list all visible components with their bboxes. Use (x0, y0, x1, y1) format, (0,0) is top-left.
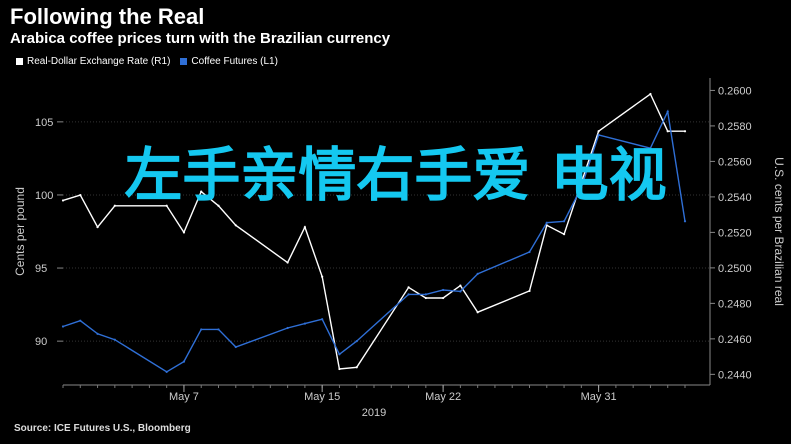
data-point-coffee-futures (355, 340, 358, 343)
x-tick-label-3: May 31 (581, 391, 617, 403)
data-point-exchange-rate (182, 231, 186, 234)
right-tick-label-3: 0.2500 (718, 263, 752, 275)
series-line-exchange-rate (62, 92, 685, 370)
data-point-coffee-futures (649, 147, 652, 150)
legend: Real-Dollar Exchange Rate (R1) Coffee Fu… (16, 56, 278, 67)
data-point-coffee-futures (683, 220, 687, 223)
right-tick-label-4: 0.2520 (718, 227, 752, 239)
data-point-coffee-futures (580, 186, 583, 189)
data-point-exchange-rate (321, 275, 324, 278)
data-point-exchange-rate (580, 181, 583, 184)
data-point-exchange-rate (666, 130, 669, 133)
data-point-coffee-futures (666, 110, 669, 113)
data-point-coffee-futures (338, 353, 341, 356)
data-point-coffee-futures (234, 345, 237, 349)
data-point-exchange-rate (442, 296, 445, 300)
legend-item-coffee-futures: Coffee Futures (L1) (180, 56, 278, 67)
data-point-coffee-futures (321, 318, 324, 321)
data-point-coffee-futures (597, 133, 600, 137)
data-point-coffee-futures (182, 360, 186, 363)
data-point-exchange-rate (683, 130, 687, 133)
source-note: Source: ICE Futures U.S., Bloomberg (14, 423, 191, 434)
x-year-label: 2019 (362, 407, 386, 419)
data-point-exchange-rate (79, 194, 82, 197)
data-point-exchange-rate (528, 289, 531, 293)
data-point-exchange-rate (562, 233, 566, 236)
data-point-exchange-rate (165, 204, 168, 207)
x-tick-label-2: May 22 (425, 391, 461, 403)
left-tick-label-0: 90 (35, 336, 47, 348)
data-point-coffee-futures (442, 288, 445, 292)
data-point-exchange-rate (303, 225, 306, 229)
data-point-coffee-futures (61, 325, 65, 328)
data-point-exchange-rate (217, 204, 220, 207)
x-tick-label-1: May 15 (304, 391, 340, 403)
right-tick-label-1: 0.2460 (718, 334, 752, 346)
data-point-coffee-futures (217, 328, 220, 331)
right-tick-label-2: 0.2480 (718, 298, 752, 310)
data-point-coffee-futures (303, 322, 306, 325)
chart-subtitle: Arabica coffee prices turn with the Braz… (10, 30, 391, 47)
right-axis-title: U.S. cents per Brazilian real (772, 157, 786, 306)
left-tick-label-3: 105 (35, 117, 53, 129)
data-point-exchange-rate (649, 92, 652, 96)
data-point-coffee-futures (200, 328, 203, 331)
data-point-exchange-rate (355, 366, 358, 369)
data-point-exchange-rate (200, 190, 203, 193)
data-point-exchange-rate (476, 311, 479, 314)
data-point-coffee-futures (545, 221, 548, 224)
data-point-coffee-futures (424, 293, 427, 296)
left-axis-title: Cents per pound (13, 187, 27, 276)
left-tick-label-1: 95 (35, 263, 47, 275)
legend-swatch-coffee-futures (180, 58, 188, 65)
data-point-exchange-rate (96, 225, 99, 229)
left-tick-label-2: 100 (35, 190, 53, 202)
data-point-exchange-rate (597, 130, 600, 133)
x-tick-label-0: May 7 (169, 391, 199, 403)
chart-title: Following the Real (10, 4, 205, 29)
legend-swatch-exchange-rate (16, 58, 23, 65)
data-point-exchange-rate (61, 199, 65, 202)
data-point-coffee-futures (96, 332, 99, 335)
data-point-exchange-rate (459, 284, 462, 287)
data-point-exchange-rate (286, 261, 289, 264)
data-point-coffee-futures (165, 370, 168, 373)
data-point-coffee-futures (286, 326, 289, 330)
legend-label-coffee-futures: Coffee Futures (L1) (191, 56, 278, 67)
data-point-exchange-rate (407, 286, 410, 289)
data-point-coffee-futures (528, 250, 531, 254)
legend-item-exchange-rate: Real-Dollar Exchange Rate (R1) (16, 56, 170, 67)
data-point-coffee-futures (79, 319, 82, 322)
data-point-coffee-futures (562, 220, 566, 223)
right-tick-label-0: 0.2440 (718, 369, 752, 381)
data-point-coffee-futures (113, 338, 116, 341)
data-point-coffee-futures (407, 293, 410, 296)
data-point-exchange-rate (234, 224, 237, 227)
right-tick-label-8: 0.2600 (718, 85, 752, 97)
legend-label-exchange-rate: Real-Dollar Exchange Rate (R1) (27, 56, 171, 67)
data-point-coffee-futures (476, 272, 479, 275)
data-point-exchange-rate (113, 204, 116, 207)
data-point-exchange-rate (338, 367, 341, 371)
right-tick-label-7: 0.2580 (718, 121, 752, 133)
data-point-coffee-futures (459, 290, 462, 293)
data-point-exchange-rate (424, 296, 427, 300)
right-tick-label-6: 0.2560 (718, 156, 752, 168)
right-tick-label-5: 0.2540 (718, 192, 752, 204)
